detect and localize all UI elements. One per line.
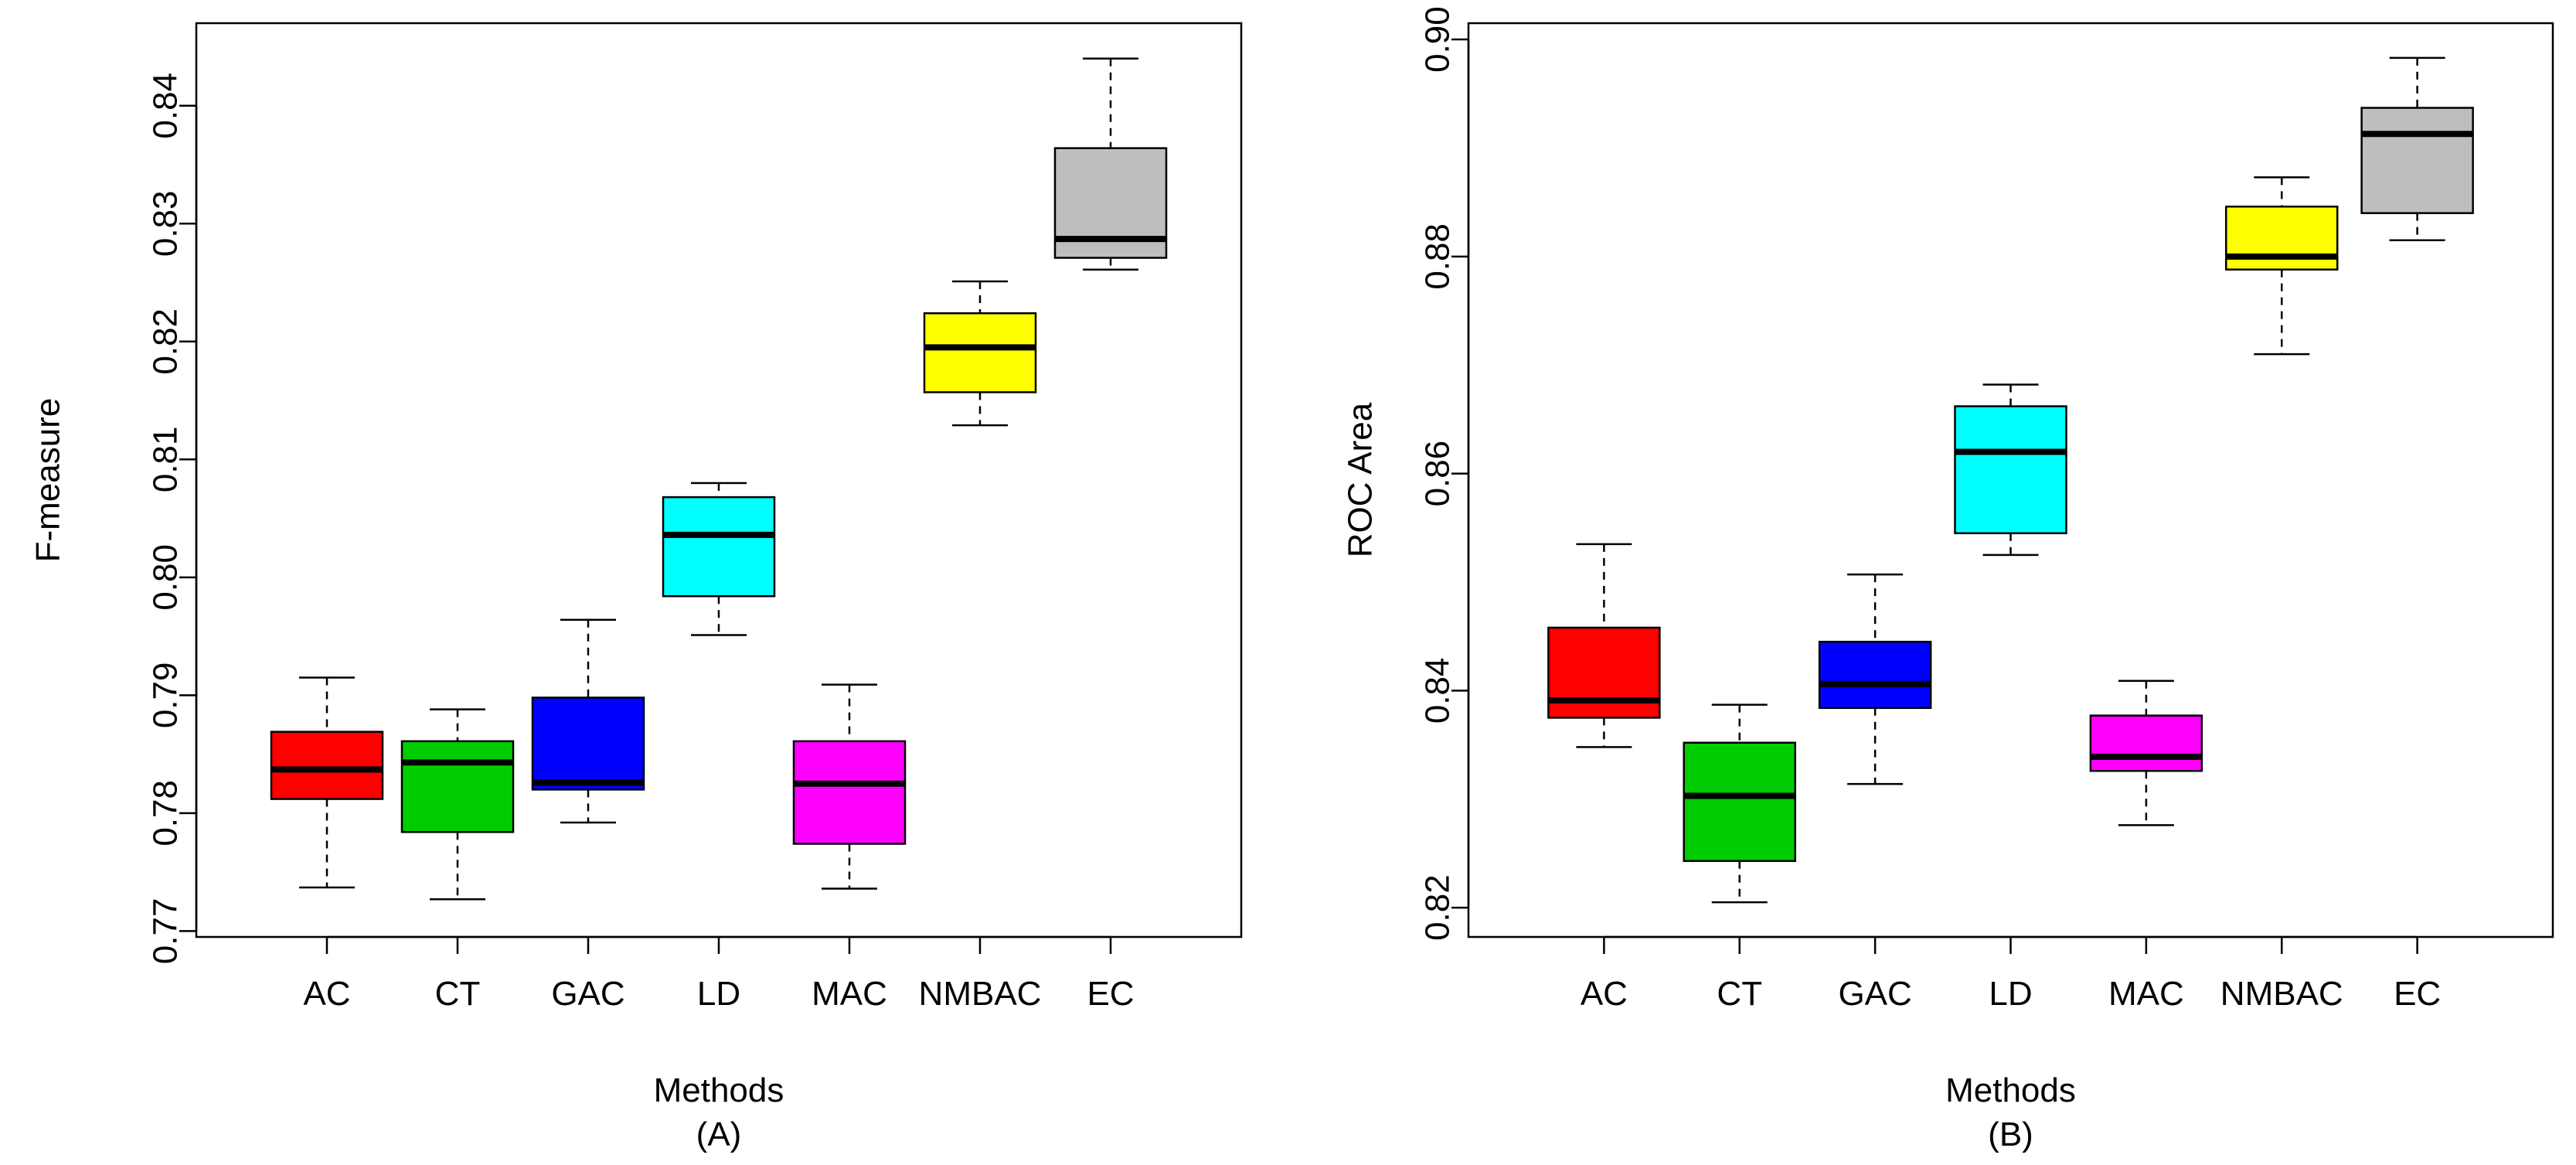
x-tick-label-mac: MAC xyxy=(812,975,887,1013)
y-tick-label: 0.79 xyxy=(147,663,185,729)
panel-label: (B) xyxy=(1988,1116,2033,1153)
box-ld xyxy=(662,482,776,636)
y-tick-label: 0.90 xyxy=(1419,6,1457,73)
y-tick-label: 0.82 xyxy=(147,308,185,375)
box-ec xyxy=(1053,57,1168,271)
box-mac xyxy=(2089,680,2203,826)
x-tick-label-ct: CT xyxy=(1717,975,1762,1013)
panel-b: 0.82 0.84 0.86 0.88 0.90 AC CT GAC LD MAC NMBAC EC M… xyxy=(1342,6,2554,1153)
x-tick-label-ld: LD xyxy=(697,975,740,1013)
y-tick-label: 0.80 xyxy=(147,544,185,611)
iqr-box xyxy=(2089,714,2203,772)
box-nmbac xyxy=(2225,176,2339,356)
box-ct xyxy=(1683,703,1796,904)
box-gac xyxy=(1818,573,1932,785)
y-tick-label: 0.88 xyxy=(1419,223,1457,290)
iqr-box xyxy=(792,740,907,845)
x-axis-title: Methods xyxy=(1945,1071,2076,1109)
iqr-box xyxy=(1818,640,1932,710)
x-tick-label-ec: EC xyxy=(2394,975,2441,1013)
panel-label: (A) xyxy=(696,1116,742,1153)
iqr-box xyxy=(2360,107,2474,214)
iqr-box xyxy=(270,731,384,800)
box-ac xyxy=(1547,543,1661,748)
panel-a: 0.77 0.78 0.79 0.80 0.81 0.82 0.83 0.84 AC CT GAC L… xyxy=(29,22,1243,1153)
iqr-box xyxy=(1683,741,1796,862)
x-tick-label-ac: AC xyxy=(303,975,350,1013)
x-tick-label-nmbac: NMBAC xyxy=(2220,975,2343,1013)
y-tick-label: 0.77 xyxy=(147,898,185,965)
y-tick-label: 0.84 xyxy=(1419,658,1457,724)
y-tick-label: 0.82 xyxy=(1419,874,1457,941)
box-gac xyxy=(531,618,645,824)
iqr-box xyxy=(400,740,515,833)
box-ac xyxy=(270,676,384,889)
box-ld xyxy=(1954,383,2067,557)
x-tick-label-ec: EC xyxy=(1087,975,1134,1013)
y-tick-label: 0.86 xyxy=(1419,441,1457,507)
iqr-box xyxy=(923,312,1037,393)
iqr-box xyxy=(662,496,776,598)
x-tick-label-nmbac: NMBAC xyxy=(919,975,1042,1013)
box-mac xyxy=(792,683,907,890)
x-tick-label-ct: CT xyxy=(435,975,481,1013)
y-tick-label: 0.84 xyxy=(147,73,185,139)
x-tick-label-ld: LD xyxy=(1989,975,2032,1013)
y-tick-label: 0.78 xyxy=(147,780,185,846)
y-axis-title: ROC Area xyxy=(1342,402,1380,557)
x-axis-title: Methods xyxy=(654,1071,784,1109)
x-tick-label-mac: MAC xyxy=(2108,975,2184,1013)
iqr-box xyxy=(2225,205,2339,271)
iqr-box xyxy=(531,697,645,791)
iqr-box xyxy=(1954,405,2067,535)
y-tick-label: 0.83 xyxy=(147,190,185,257)
box-nmbac xyxy=(923,280,1037,427)
box-ct xyxy=(400,708,515,901)
x-tick-label-gac: GAC xyxy=(551,975,624,1013)
iqr-box xyxy=(1547,626,1661,719)
x-tick-label-gac: GAC xyxy=(1838,975,1911,1013)
x-tick-label-ac: AC xyxy=(1581,975,1628,1013)
y-tick-label: 0.81 xyxy=(147,426,185,492)
y-axis-title: F-measure xyxy=(29,398,67,563)
box-ec xyxy=(2360,56,2474,242)
